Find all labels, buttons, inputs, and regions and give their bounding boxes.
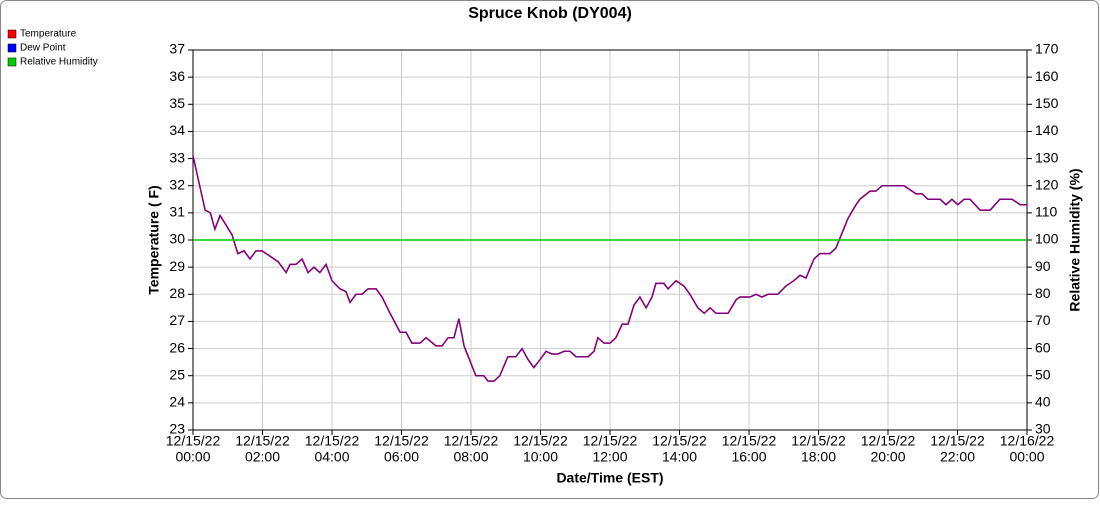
legend-label: Temperature xyxy=(20,29,77,40)
x-tick-date: 12/15/22 xyxy=(722,433,777,449)
x-tick-time: 10:00 xyxy=(523,449,558,465)
x-tick-time: 08:00 xyxy=(453,449,488,465)
x-tick-time: 12:00 xyxy=(592,449,627,465)
y-tick-label: 34 xyxy=(169,122,185,138)
x-tick-date: 12/16/22 xyxy=(1000,433,1055,449)
x-tick-time: 00:00 xyxy=(1009,449,1044,465)
y2-tick-label: 170 xyxy=(1035,41,1059,57)
x-tick-time: 22:00 xyxy=(940,449,975,465)
y-axis-title: Temperature ( F) xyxy=(146,185,162,294)
y2-tick-label: 90 xyxy=(1035,258,1051,274)
x-tick-date: 12/15/22 xyxy=(930,433,985,449)
y-tick-label: 35 xyxy=(169,95,185,111)
x-tick-date: 12/15/22 xyxy=(652,433,707,449)
y2-tick-label: 130 xyxy=(1035,149,1059,165)
y-tick-label: 23 xyxy=(169,421,185,437)
x-tick-date: 12/15/22 xyxy=(374,433,429,449)
y2-tick-label: 60 xyxy=(1035,339,1051,355)
x-tick-date: 12/15/22 xyxy=(861,433,916,449)
x-axis-title: Date/Time (EST) xyxy=(556,470,663,486)
y-tick-label: 24 xyxy=(169,394,185,410)
x-tick-time: 00:00 xyxy=(175,449,210,465)
y2-tick-label: 110 xyxy=(1035,204,1058,220)
y-tick-label: 31 xyxy=(169,204,185,220)
legend-swatch xyxy=(7,43,17,53)
y-tick-label: 26 xyxy=(169,339,185,355)
y-tick-label: 25 xyxy=(169,366,185,382)
series-line xyxy=(192,155,1027,382)
y2-tick-label: 80 xyxy=(1035,285,1051,301)
y-tick-label: 37 xyxy=(169,41,185,57)
y-tick-label: 27 xyxy=(169,312,185,328)
x-tick-date: 12/15/22 xyxy=(513,433,568,449)
x-tick-date: 12/15/22 xyxy=(583,433,638,449)
y2-tick-label: 140 xyxy=(1035,122,1059,138)
y2-tick-label: 70 xyxy=(1035,312,1051,328)
x-tick-time: 16:00 xyxy=(731,449,766,465)
chart-title: Spruce Knob (DY004) xyxy=(468,5,632,22)
y2-tick-label: 120 xyxy=(1035,176,1059,192)
y-tick-label: 33 xyxy=(169,149,185,165)
x-tick-date: 12/15/22 xyxy=(444,433,499,449)
y2-tick-label: 100 xyxy=(1035,231,1059,247)
x-tick-time: 06:00 xyxy=(384,449,419,465)
legend-label: Dew Point xyxy=(20,43,66,54)
y-tick-label: 30 xyxy=(169,231,185,247)
legend-swatch xyxy=(7,57,17,67)
x-tick-time: 18:00 xyxy=(801,449,836,465)
x-tick-time: 02:00 xyxy=(245,449,280,465)
legend-swatch xyxy=(7,29,17,39)
y2-tick-label: 150 xyxy=(1035,95,1059,111)
y2-tick-label: 160 xyxy=(1035,68,1059,84)
y-tick-label: 32 xyxy=(169,176,185,192)
legend-label: Relative Humidity xyxy=(20,57,98,68)
x-tick-date: 12/15/22 xyxy=(791,433,846,449)
x-tick-time: 14:00 xyxy=(662,449,697,465)
y2-tick-label: 30 xyxy=(1035,421,1051,437)
x-tick-time: 20:00 xyxy=(870,449,905,465)
y-tick-label: 29 xyxy=(169,258,185,274)
x-tick-date: 12/15/22 xyxy=(305,433,360,449)
y-tick-label: 28 xyxy=(169,285,185,301)
y2-tick-label: 50 xyxy=(1035,366,1051,382)
x-tick-date: 12/15/22 xyxy=(166,433,221,449)
y2-axis-title: Relative Humidity (%) xyxy=(1067,168,1083,311)
y2-tick-label: 40 xyxy=(1035,394,1051,410)
x-tick-time: 04:00 xyxy=(314,449,349,465)
x-tick-date: 12/15/22 xyxy=(235,433,290,449)
y-tick-label: 36 xyxy=(169,68,185,84)
